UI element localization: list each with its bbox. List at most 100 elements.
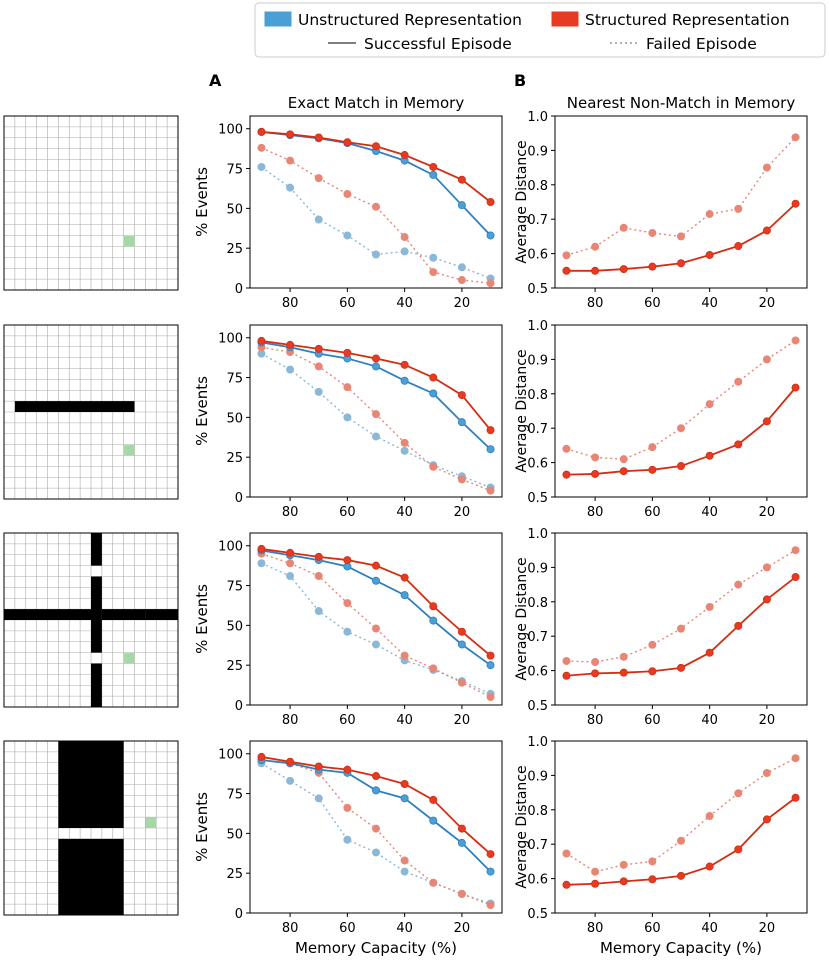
- x-tick-label: 60: [339, 505, 356, 520]
- data-point: [286, 548, 295, 557]
- data-point: [400, 856, 409, 865]
- y-tick-label: 50: [226, 202, 243, 217]
- x-tick-label: 60: [644, 296, 661, 311]
- grid-border: [3, 324, 179, 500]
- data-point: [314, 133, 323, 142]
- data-point: [257, 544, 266, 553]
- data-point: [734, 377, 743, 386]
- environment-horizontal-wall: [3, 324, 179, 500]
- y-tick-label: 0.9: [527, 561, 548, 576]
- y-tick-label: 75: [226, 580, 243, 595]
- y-axis-label: % Events: [193, 376, 211, 446]
- data-point: [457, 418, 466, 427]
- y-tick-label: 25: [226, 659, 243, 674]
- data-point: [648, 640, 657, 649]
- panel-label-b: B: [514, 71, 526, 90]
- x-tick-label: 60: [644, 505, 661, 520]
- data-point: [429, 602, 438, 611]
- x-tick-label: 80: [282, 713, 299, 728]
- y-tick-label: 0.6: [527, 248, 548, 263]
- data-point: [371, 354, 380, 363]
- data-point: [591, 867, 600, 876]
- data-point: [457, 475, 466, 484]
- data-point: [400, 651, 409, 660]
- data-point: [371, 250, 380, 259]
- chart-b-row4: 0.5 0.6 0.7 0.8 0.9 1.0 80 60 40 20 Average Distan…: [514, 735, 808, 957]
- data-point: [562, 266, 571, 275]
- wall: [58, 741, 124, 828]
- data-point: [619, 860, 628, 869]
- data-point: [734, 242, 743, 251]
- y-tick-label: 0.9: [527, 144, 548, 159]
- data-point: [371, 410, 380, 419]
- data-point: [343, 835, 352, 844]
- data-point: [791, 546, 800, 555]
- y-tick-label: 100: [218, 332, 243, 347]
- data-point: [619, 467, 628, 476]
- data-point: [591, 658, 600, 667]
- data-point: [286, 365, 295, 374]
- data-point: [400, 233, 409, 242]
- grid-border: [3, 740, 179, 916]
- data-point: [314, 362, 323, 371]
- data-point: [314, 572, 323, 581]
- data-point: [343, 138, 352, 147]
- data-point: [314, 174, 323, 183]
- data-point: [762, 815, 771, 824]
- y-tick-label: 50: [226, 619, 243, 634]
- data-point: [705, 602, 714, 611]
- data-point: [619, 223, 628, 232]
- legend-label: Failed Episode: [646, 35, 757, 53]
- data-point: [457, 824, 466, 833]
- data-point: [619, 455, 628, 464]
- series-line: [566, 136, 797, 256]
- y-tick-label: 0.6: [527, 873, 548, 888]
- data-point: [314, 607, 323, 616]
- panel-label-a: A: [209, 71, 222, 90]
- y-axis-label: % Events: [193, 167, 211, 237]
- x-tick-label: 80: [587, 921, 604, 936]
- data-point: [562, 251, 571, 260]
- data-point: [734, 621, 743, 630]
- x-tick-label: 60: [339, 921, 356, 936]
- wall: [91, 533, 102, 566]
- data-point: [457, 175, 466, 184]
- y-tick-label: 0.6: [527, 457, 548, 472]
- y-tick-label: 75: [226, 163, 243, 178]
- chart-a-row3: 0 25 50 75 100 80 60 40 20 % Events: [193, 532, 503, 728]
- y-tick-label: 75: [226, 788, 243, 803]
- data-point: [257, 162, 266, 171]
- data-point: [648, 443, 657, 452]
- y-tick-label: 0.8: [527, 179, 548, 194]
- y-tick-label: 100: [218, 748, 243, 763]
- data-point: [591, 266, 600, 275]
- y-tick-label: 0: [235, 282, 243, 297]
- data-point: [371, 786, 380, 795]
- data-point: [677, 663, 686, 672]
- wall: [101, 609, 146, 620]
- data-point: [791, 199, 800, 208]
- data-point: [486, 661, 495, 670]
- data-point: [343, 556, 352, 565]
- data-point: [371, 640, 380, 649]
- y-tick-label: 1.0: [527, 735, 548, 750]
- data-point: [371, 432, 380, 441]
- goal-cell: [123, 652, 135, 664]
- environment-wide-vertical-wall: [3, 740, 179, 916]
- data-point: [257, 559, 266, 568]
- y-tick-label: 0.7: [527, 213, 548, 228]
- data-point: [429, 462, 438, 471]
- data-point: [762, 355, 771, 364]
- data-point: [429, 373, 438, 382]
- series-line: [566, 757, 796, 873]
- data-point: [486, 445, 495, 454]
- wall: [91, 576, 102, 653]
- x-tick-label: 60: [644, 713, 661, 728]
- data-point: [257, 752, 266, 761]
- chart-a-row1: 0 25 50 75 100 80 60 40 20 Exact Match in Memory%…: [193, 94, 503, 311]
- plot-area: [554, 532, 808, 706]
- data-point: [371, 624, 380, 633]
- x-tick-label: 80: [282, 296, 299, 311]
- data-point: [314, 215, 323, 224]
- data-point: [791, 336, 800, 345]
